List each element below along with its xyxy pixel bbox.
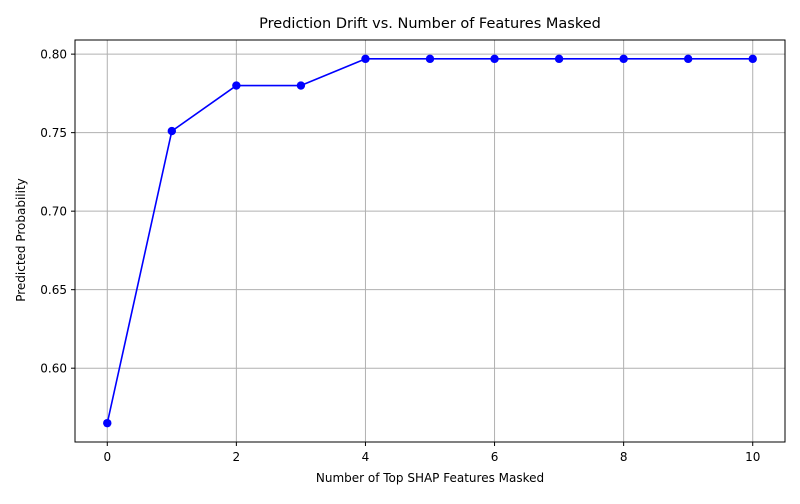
data-point xyxy=(683,54,693,64)
data-point xyxy=(167,126,177,136)
x-tick-label: 2 xyxy=(233,450,241,464)
data-point xyxy=(619,54,628,64)
data-point xyxy=(232,81,241,90)
y-axis-ticks: 0.60 0.65 0.70 0.75 0.80 xyxy=(40,48,75,376)
x-tick-label: 0 xyxy=(103,450,111,464)
y-tick-label: 0.65 xyxy=(40,283,67,297)
series-layer xyxy=(103,54,757,428)
y-tick-label: 0.75 xyxy=(40,126,67,140)
plot-frame xyxy=(74,39,786,443)
data-point xyxy=(425,54,435,64)
data-point xyxy=(296,81,306,90)
x-tick-label: 10 xyxy=(745,450,760,464)
data-point xyxy=(554,54,564,64)
x-axis-ticks: 0 2 4 6 8 10 xyxy=(103,442,760,464)
y-axis-label: Predicted Probability xyxy=(14,178,28,302)
data-point xyxy=(361,54,370,64)
x-tick-label: 8 xyxy=(620,450,628,464)
x-axis-label: Number of Top SHAP Features Masked xyxy=(316,471,544,485)
data-point xyxy=(103,418,112,428)
data-point xyxy=(490,54,499,64)
data-point xyxy=(748,54,757,64)
x-tick-label: 6 xyxy=(491,450,499,464)
x-tick-label: 4 xyxy=(362,450,370,464)
chart-title: Prediction Drift vs. Number of Features … xyxy=(259,16,601,32)
y-tick-label: 0.80 xyxy=(40,48,67,62)
y-tick-label: 0.60 xyxy=(40,362,67,376)
y-tick-label: 0.70 xyxy=(40,205,67,219)
grid-lines xyxy=(75,40,785,442)
